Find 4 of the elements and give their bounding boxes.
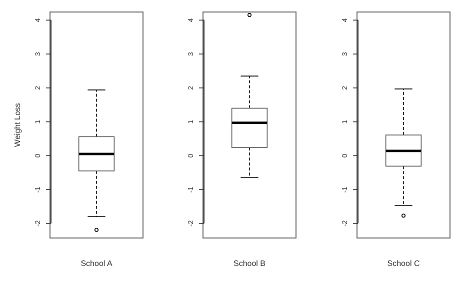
y-axis-title: Weight Loss — [13, 103, 22, 147]
x-tick-label: School C — [387, 259, 420, 268]
x-tick-label: School A — [80, 259, 113, 268]
x-tick-label: School B — [233, 259, 266, 268]
